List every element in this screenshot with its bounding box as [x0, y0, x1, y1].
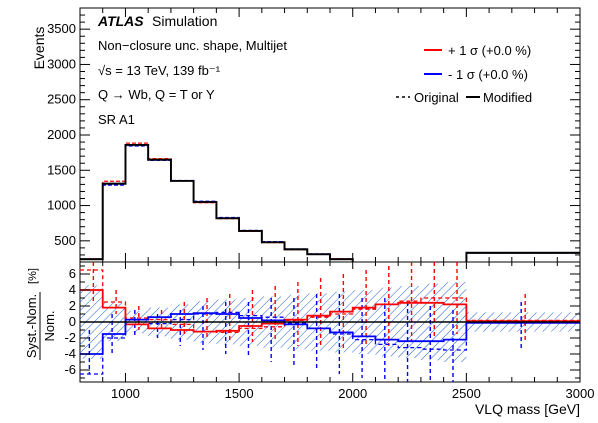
legend-up-label: + 1 σ (+0.0 %) [448, 43, 531, 58]
top-ytick-label: 3000 [47, 56, 76, 71]
x-tick-label: 1500 [225, 386, 254, 401]
annotation-line4: SR A1 [98, 112, 135, 127]
x-tick-label: 1000 [111, 386, 140, 401]
bottom-ylabel-den: Nom. [42, 310, 57, 341]
annotation-line2: √s = 13 TeV, 139 fb⁻¹ [98, 63, 221, 78]
top-ytick-label: 2000 [47, 127, 76, 142]
x-tick-label: 2000 [338, 386, 367, 401]
bottom-ytick-label: 4 [69, 282, 76, 297]
x-axis-label: VLQ mass [GeV] [475, 401, 580, 417]
top-ytick-label: 3500 [47, 21, 76, 36]
bottom-ytick-label: 2 [69, 298, 76, 313]
top-ytick-label: 1500 [47, 162, 76, 177]
x-tick-label: 3000 [566, 386, 595, 401]
annotation-line1: Non−closure unc. shape, Multijet [98, 38, 287, 53]
legend-original-label: Original [414, 90, 459, 105]
top-series-modified [80, 143, 580, 262]
bottom-ytick-label: -4 [64, 346, 76, 361]
bottom-ytick-label: 6 [69, 266, 76, 281]
bottom-ytick-label: -6 [64, 362, 76, 377]
bottom-ylabel-num: Syst.-Nom. [24, 294, 39, 358]
bottom-modified-down [80, 312, 580, 355]
atlas-brand-suffix: Simulation [152, 13, 217, 29]
bottom-ytick-label: 0 [69, 314, 76, 329]
bottom-ytick-label: -2 [64, 330, 76, 345]
legend-down-label: - 1 σ (+0.0 %) [448, 67, 528, 82]
atlas-brand: ATLAS [97, 13, 144, 29]
bottom-ylabel-unit: [%] [27, 268, 39, 284]
top-ytick-label: 2500 [47, 92, 76, 107]
annotation-line3: Q → Wb, Q = T or Y [98, 87, 215, 102]
top-ylabel: Events [31, 27, 47, 70]
x-tick-label: 2500 [452, 386, 481, 401]
bottom-ylabel: Syst.-Nom. Nom. [%] [24, 268, 57, 360]
top-ytick-label: 500 [54, 233, 76, 248]
legend-modified-label: Modified [483, 90, 532, 105]
top-ytick-label: 1000 [47, 198, 76, 213]
